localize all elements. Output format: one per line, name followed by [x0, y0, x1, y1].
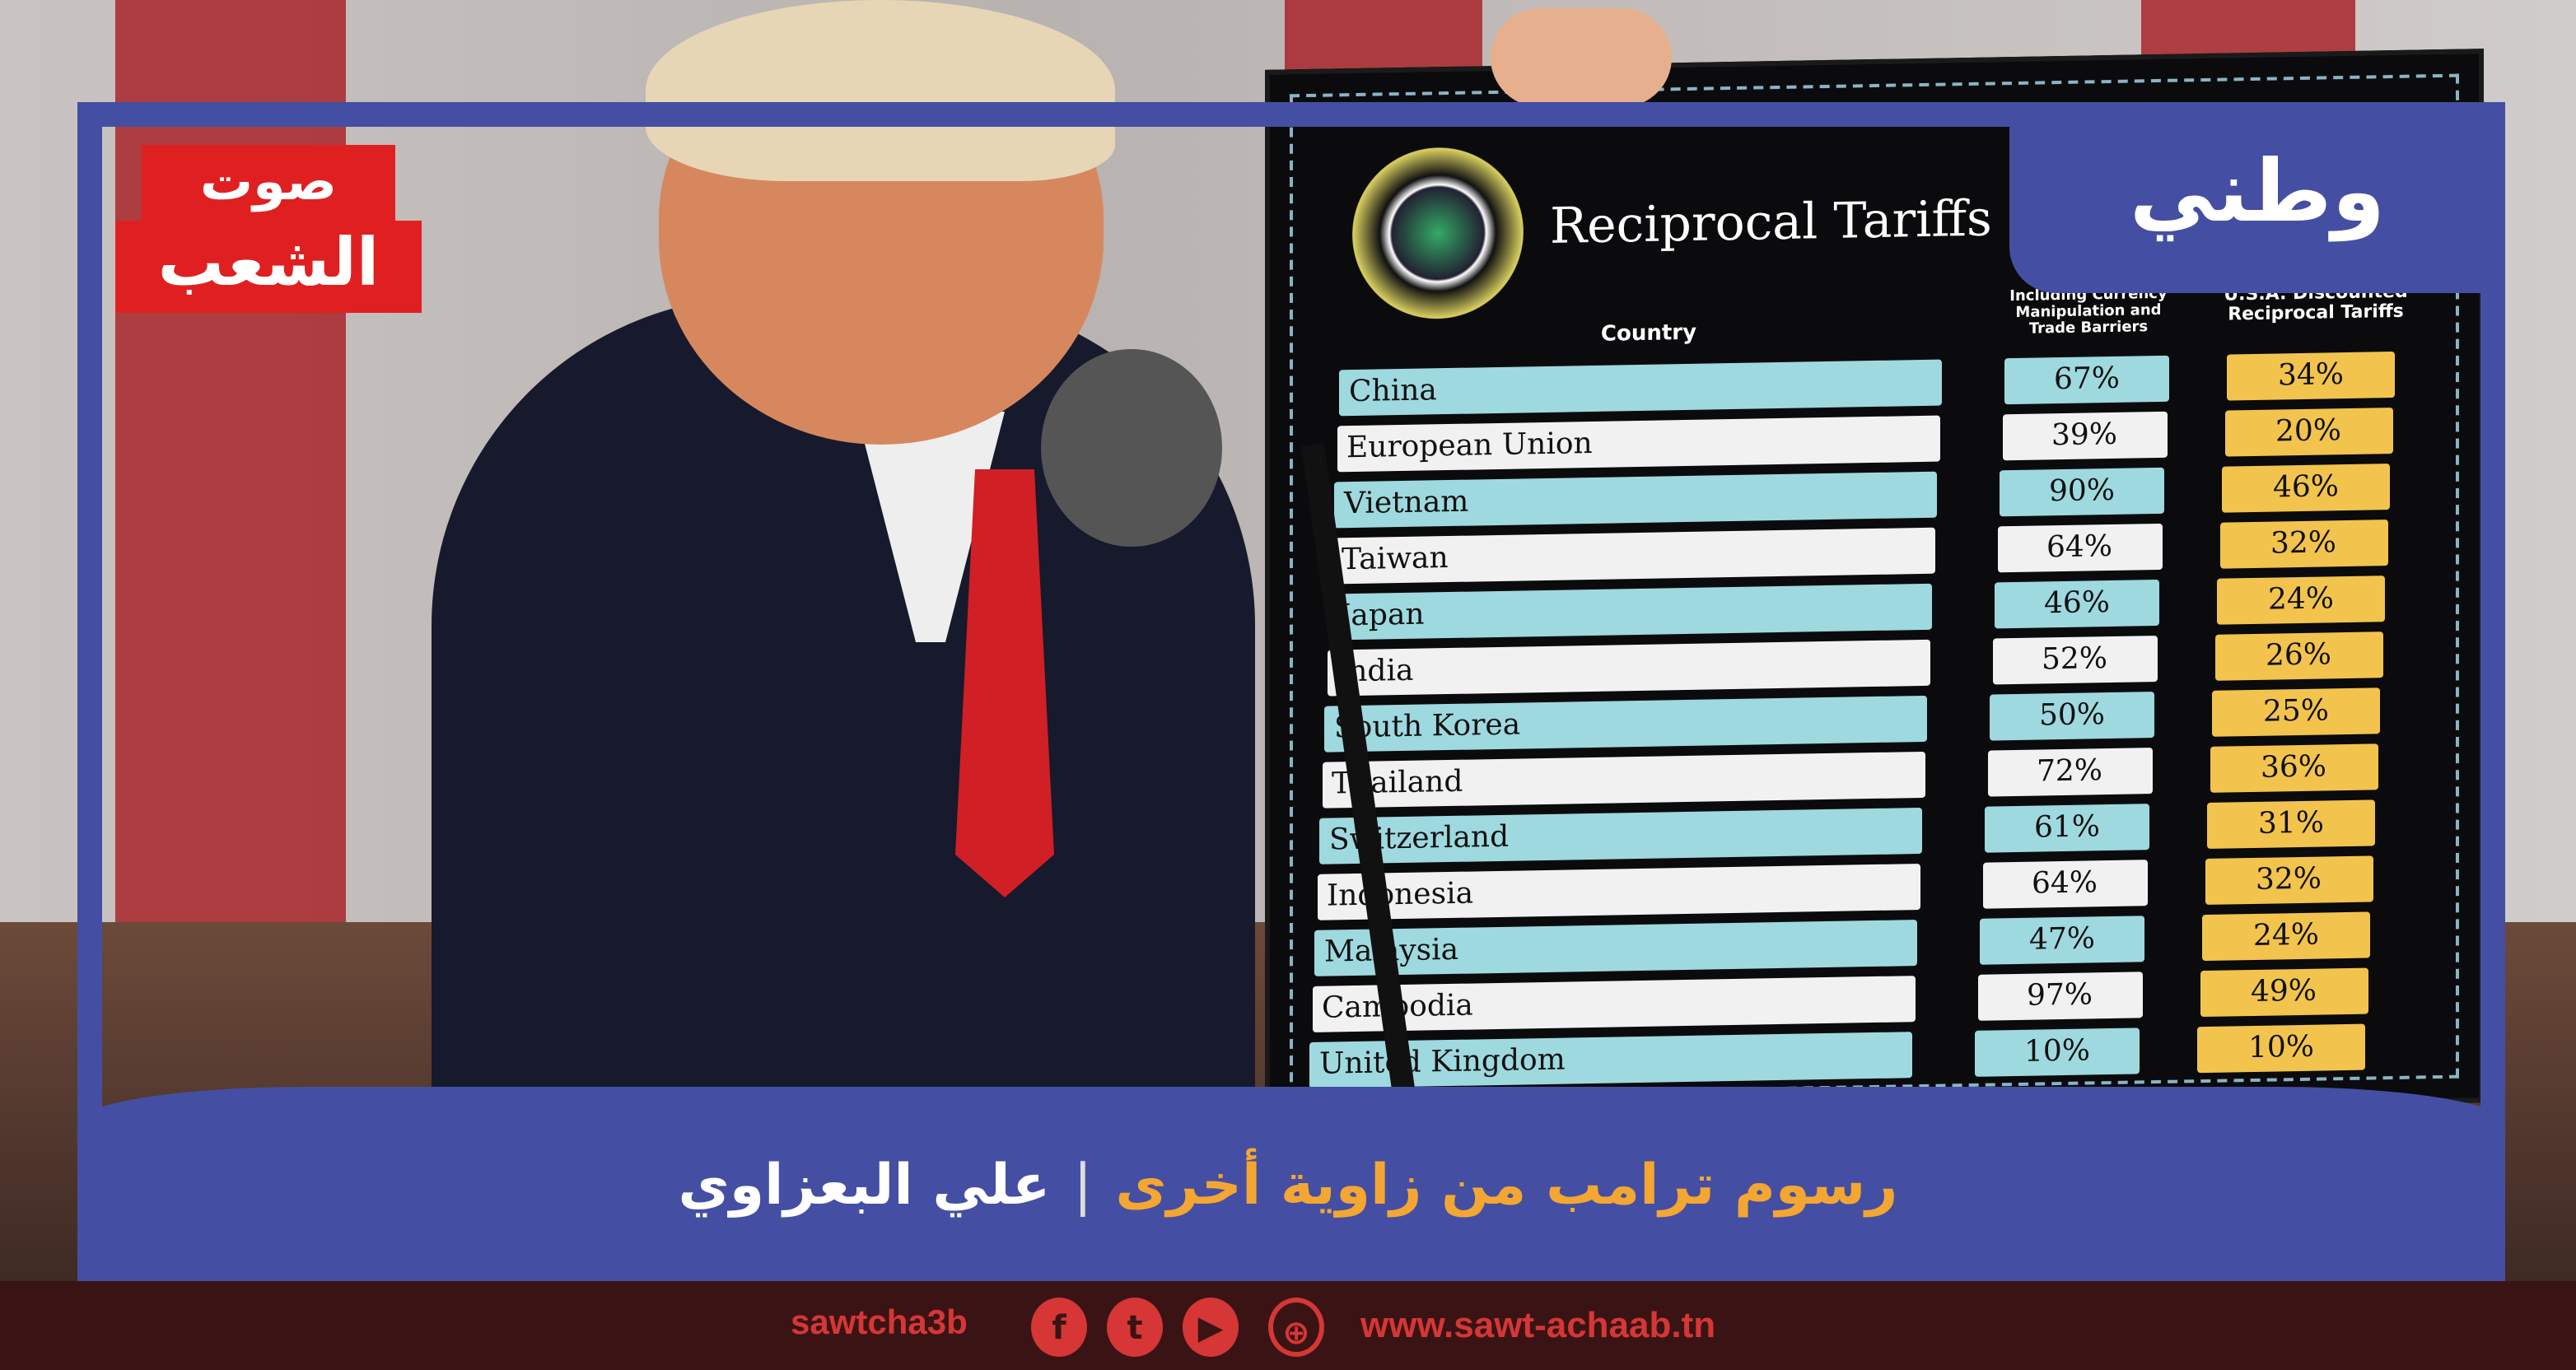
- globe-icon[interactable]: ⊕: [1268, 1298, 1324, 1357]
- headline-separator: |: [1073, 1153, 1093, 1219]
- red-tie: [955, 469, 1054, 897]
- footer: sawtcha3b f t ▶ ⊕ www.sawt-achaab.tn: [0, 1281, 2576, 1370]
- twitter-icon[interactable]: t: [1107, 1298, 1163, 1357]
- website-link[interactable]: www.sawt-achaab.tn: [1360, 1304, 1716, 1345]
- sawt-achaab-logo: صوت الشعب: [115, 145, 422, 313]
- microphone: [1041, 349, 1222, 547]
- headline: رسوم ترامب من زاوية أخرى | علي البعزاوي: [0, 1153, 2576, 1219]
- headline-title: رسوم ترامب من زاوية أخرى: [1115, 1153, 1898, 1219]
- hand: [1491, 8, 1672, 107]
- youtube-icon[interactable]: ▶: [1183, 1298, 1239, 1357]
- category-tab: وطني: [2009, 102, 2505, 293]
- social-handle[interactable]: sawtcha3b: [791, 1304, 968, 1342]
- facebook-icon[interactable]: f: [1031, 1298, 1087, 1357]
- headline-author: علي البعزاوي: [678, 1153, 1051, 1219]
- headline-band: [77, 1087, 2505, 1281]
